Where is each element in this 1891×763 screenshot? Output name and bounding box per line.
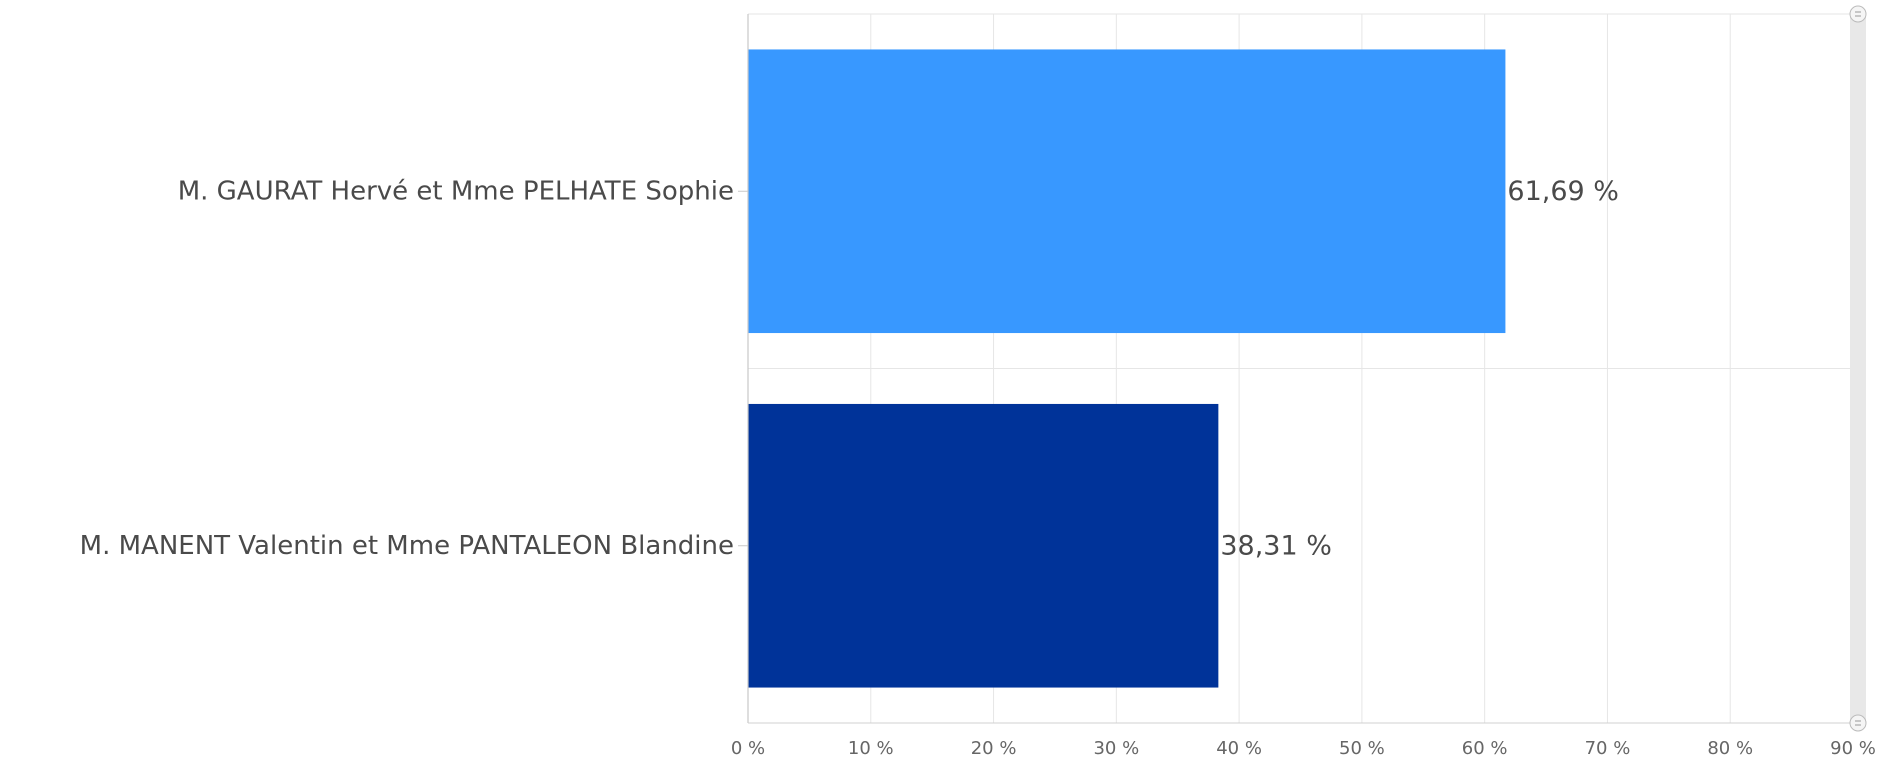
x-tick-label: 20 %	[971, 738, 1017, 759]
x-tick-label: 50 %	[1339, 738, 1385, 759]
bar[interactable]	[748, 403, 1219, 688]
x-tick-label: 80 %	[1707, 738, 1753, 759]
bar[interactable]	[748, 49, 1506, 334]
scrollbar-handle[interactable]	[1849, 714, 1867, 732]
scrollbar-handle[interactable]	[1849, 5, 1867, 23]
category-label: M. MANENT Valentin et Mme PANTALEON Blan…	[80, 531, 734, 561]
x-tick-label: 90 %	[1830, 738, 1876, 759]
x-axis-ticks: 0 % 10 % 20 % 30 % 40 % 50 % 60 % 70 % 80 % 90 %	[731, 738, 1876, 759]
value-labels: 61,69 % 38,31 %	[1220, 176, 1619, 562]
x-tick-label: 70 %	[1585, 738, 1631, 759]
axes	[738, 14, 1853, 724]
value-label: 38,31 %	[1220, 530, 1332, 561]
scrollbar-track[interactable]	[1850, 14, 1866, 723]
vertical-scrollbar[interactable]	[1849, 5, 1867, 732]
x-tick-label: 0 %	[731, 738, 765, 759]
x-tick-label: 40 %	[1216, 738, 1262, 759]
category-label: M. GAURAT Hervé et Mme PELHATE Sophie	[178, 176, 734, 206]
value-label: 61,69 %	[1507, 176, 1619, 207]
x-tick-label: 30 %	[1093, 738, 1139, 759]
x-tick-label: 60 %	[1462, 738, 1508, 759]
x-tick-label: 10 %	[848, 738, 894, 759]
category-labels: M. GAURAT Hervé et Mme PELHATE Sophie M. …	[80, 176, 734, 561]
bars-group	[748, 49, 1506, 688]
